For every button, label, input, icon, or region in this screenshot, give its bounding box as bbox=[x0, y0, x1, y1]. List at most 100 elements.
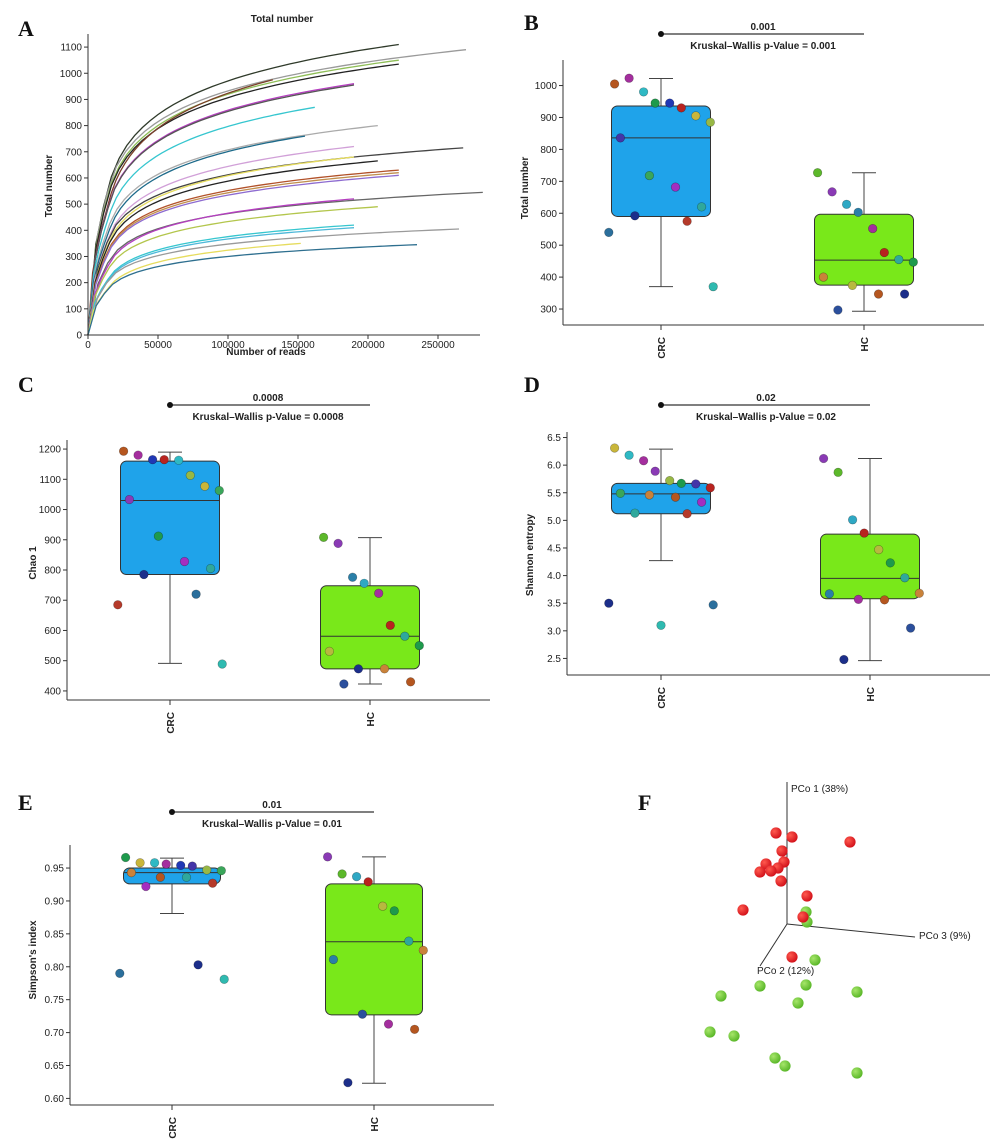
sample-point bbox=[682, 509, 692, 519]
y-tick-label: 1000 bbox=[535, 81, 558, 92]
category-label: CRC bbox=[657, 687, 668, 709]
sample-point bbox=[150, 858, 160, 868]
boxplot-marks: 2.5 3.0 3.5 4.0 4.5 5.0 5.5 6.0 6.5 CRC HC bbox=[547, 402, 990, 709]
sample-point bbox=[115, 968, 125, 978]
crc-sample-point bbox=[844, 836, 856, 848]
sample-point bbox=[604, 227, 614, 238]
y-tick-label: 0.60 bbox=[45, 1094, 65, 1105]
sample-point bbox=[176, 860, 186, 871]
y-tick-label: 1000 bbox=[39, 505, 62, 516]
significance-dot bbox=[658, 402, 664, 408]
sample-point bbox=[155, 872, 165, 882]
sample-point bbox=[900, 573, 910, 583]
sample-point bbox=[418, 945, 428, 955]
y-tick-label: 700 bbox=[44, 596, 61, 607]
y-tick-label: 200 bbox=[65, 278, 82, 289]
rarefaction-curve bbox=[87, 160, 378, 336]
y-tick-label: 6.5 bbox=[547, 433, 561, 444]
rarefaction-curve bbox=[87, 145, 355, 336]
sample-point bbox=[353, 664, 364, 674]
x-tick-label: 0 bbox=[85, 340, 91, 351]
y-tick-label: 3.5 bbox=[547, 599, 561, 610]
y-tick-label: 400 bbox=[540, 273, 557, 284]
panel-label-c: C bbox=[18, 372, 34, 397]
significance-dot bbox=[169, 809, 175, 815]
rarefaction-curve bbox=[87, 84, 355, 336]
sample-point bbox=[682, 216, 692, 226]
significance-dot bbox=[658, 31, 664, 37]
crc-sample-point bbox=[770, 827, 782, 839]
sample-point bbox=[219, 974, 229, 984]
sample-point bbox=[833, 467, 843, 477]
sample-point bbox=[363, 877, 373, 887]
y-tick-label: 100 bbox=[65, 304, 82, 315]
sample-point bbox=[385, 620, 395, 630]
sample-point bbox=[379, 664, 390, 674]
crc-sample-point bbox=[775, 875, 787, 887]
hc-sample-point bbox=[809, 954, 821, 966]
y-tick-label: 800 bbox=[540, 145, 557, 156]
y-tick-label: 0.85 bbox=[45, 929, 65, 940]
box-hc bbox=[320, 585, 420, 670]
crc-sample-point bbox=[786, 831, 798, 843]
sample-point bbox=[208, 878, 218, 888]
sample-point bbox=[908, 257, 918, 267]
y-tick-label: 5.5 bbox=[547, 488, 561, 499]
sample-point bbox=[676, 478, 686, 488]
sample-point bbox=[676, 103, 686, 113]
box-hc bbox=[325, 883, 423, 1016]
x-tick-label: 50000 bbox=[144, 340, 172, 351]
hc-sample-point bbox=[792, 997, 804, 1009]
significance-label: 0.02 bbox=[756, 393, 776, 404]
kruskal-wallis-label: Kruskal–Wallis p-Value = 0.001 bbox=[690, 41, 836, 52]
x-tick-label: 150000 bbox=[281, 340, 315, 351]
sample-point bbox=[644, 490, 655, 500]
rarefaction-curve bbox=[87, 172, 399, 336]
rarefaction-curve bbox=[87, 79, 273, 336]
hc-sample-point bbox=[728, 1030, 740, 1042]
crc-sample-point bbox=[754, 866, 766, 878]
sample-point bbox=[874, 545, 884, 555]
y-tick-label: 500 bbox=[44, 656, 61, 667]
y-tick-label: 800 bbox=[65, 121, 82, 132]
y-tick-label: 1100 bbox=[39, 475, 61, 486]
sample-point bbox=[827, 187, 837, 197]
sample-point bbox=[133, 450, 143, 460]
sample-point bbox=[650, 98, 660, 108]
y-tick-label: 600 bbox=[44, 626, 61, 637]
sample-point bbox=[670, 182, 681, 192]
sample-point bbox=[691, 111, 701, 121]
sample-point bbox=[705, 117, 715, 127]
sample-point bbox=[414, 640, 424, 651]
rarefaction-curve bbox=[87, 244, 418, 336]
sample-point bbox=[202, 865, 212, 875]
rarefaction-curve bbox=[87, 206, 378, 336]
sample-point bbox=[630, 508, 640, 518]
rarefaction-chart: Total number 0 50000 100000 150000 200000 250… bbox=[44, 14, 483, 358]
hc-sample-point bbox=[851, 986, 863, 998]
y-tick-label: 600 bbox=[65, 173, 82, 184]
category-label: HC bbox=[860, 337, 871, 351]
sample-point bbox=[328, 954, 339, 965]
sample-point bbox=[841, 199, 852, 209]
box-crc bbox=[611, 482, 711, 515]
sample-point bbox=[708, 600, 718, 610]
sample-point bbox=[406, 677, 416, 687]
sample-point bbox=[847, 515, 858, 525]
sample-point bbox=[113, 600, 123, 610]
crc-sample-point bbox=[786, 951, 798, 963]
significance-label: 0.01 bbox=[262, 800, 282, 811]
sample-point bbox=[348, 572, 358, 582]
sample-point bbox=[873, 289, 884, 299]
sample-point bbox=[665, 476, 675, 486]
sample-point bbox=[339, 679, 349, 689]
sample-point bbox=[696, 497, 707, 507]
sample-point bbox=[812, 168, 823, 178]
pcoa-3d-scatter: PCo 1 (38%) PCo 2 (12%) PCo 3 (9%) bbox=[704, 782, 971, 1079]
sample-point bbox=[161, 859, 171, 869]
sample-point bbox=[670, 492, 681, 502]
pco1-label: PCo 1 (38%) bbox=[791, 784, 848, 795]
sample-point bbox=[644, 170, 655, 181]
sample-point bbox=[824, 589, 835, 599]
